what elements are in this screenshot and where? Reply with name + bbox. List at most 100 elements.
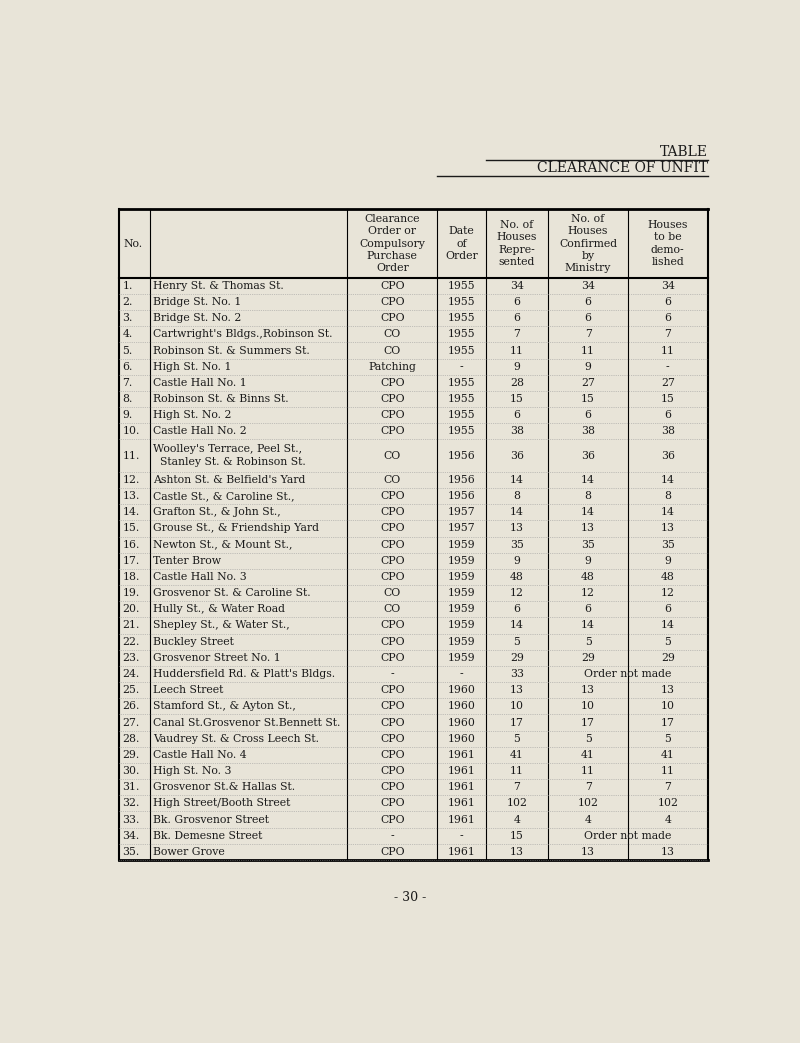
Text: 14: 14 bbox=[581, 507, 595, 517]
Text: 1956: 1956 bbox=[448, 451, 475, 461]
Text: Huddersfield Rd. & Platt's Bldgs.: Huddersfield Rd. & Platt's Bldgs. bbox=[153, 669, 335, 679]
Text: 29.: 29. bbox=[122, 750, 139, 760]
Text: Grosvenor Street No. 1: Grosvenor Street No. 1 bbox=[153, 653, 281, 663]
Text: 1959: 1959 bbox=[448, 539, 475, 550]
Text: CPO: CPO bbox=[380, 313, 405, 323]
Text: Bridge St. No. 2: Bridge St. No. 2 bbox=[153, 313, 242, 323]
Text: 11: 11 bbox=[581, 345, 595, 356]
Text: 35: 35 bbox=[510, 539, 524, 550]
Text: 1.: 1. bbox=[122, 281, 133, 291]
Text: 12: 12 bbox=[581, 588, 595, 598]
Text: 4: 4 bbox=[585, 815, 591, 825]
Text: Bk. Grosvenor Street: Bk. Grosvenor Street bbox=[153, 815, 269, 825]
Text: Tenter Brow: Tenter Brow bbox=[153, 556, 221, 565]
Text: -: - bbox=[666, 362, 670, 371]
Text: 30.: 30. bbox=[122, 766, 140, 776]
Text: Houses
to be
demo-
lished: Houses to be demo- lished bbox=[647, 220, 688, 267]
Text: 102: 102 bbox=[578, 798, 598, 808]
Text: 1959: 1959 bbox=[448, 572, 475, 582]
Text: 8.: 8. bbox=[122, 394, 133, 404]
Text: 17: 17 bbox=[581, 718, 595, 728]
Text: 41: 41 bbox=[581, 750, 595, 760]
Text: 12.: 12. bbox=[122, 475, 140, 485]
Text: 38: 38 bbox=[510, 427, 524, 436]
Text: 1959: 1959 bbox=[448, 621, 475, 630]
Text: 19.: 19. bbox=[122, 588, 139, 598]
Text: 4: 4 bbox=[664, 815, 671, 825]
Text: 4.: 4. bbox=[122, 330, 133, 339]
Text: High St. No. 1: High St. No. 1 bbox=[153, 362, 231, 371]
Text: Shepley St., & Water St.,: Shepley St., & Water St., bbox=[153, 621, 290, 630]
Text: 28.: 28. bbox=[122, 733, 140, 744]
Text: 14: 14 bbox=[661, 621, 674, 630]
Text: Grosvenor St.& Hallas St.: Grosvenor St.& Hallas St. bbox=[153, 782, 295, 793]
Text: 1957: 1957 bbox=[448, 507, 475, 517]
Text: 14: 14 bbox=[581, 475, 595, 485]
Text: -: - bbox=[460, 830, 463, 841]
Text: - 30 -: - 30 - bbox=[394, 892, 426, 904]
Text: 15: 15 bbox=[510, 830, 524, 841]
Text: High St. No. 3: High St. No. 3 bbox=[153, 766, 231, 776]
Text: CO: CO bbox=[384, 604, 401, 614]
Text: CPO: CPO bbox=[380, 394, 405, 404]
Text: 9: 9 bbox=[585, 556, 591, 565]
Text: CPO: CPO bbox=[380, 685, 405, 696]
Text: 34.: 34. bbox=[122, 830, 139, 841]
Text: 13: 13 bbox=[510, 524, 524, 533]
Text: 48: 48 bbox=[661, 572, 674, 582]
Text: 7: 7 bbox=[585, 782, 591, 793]
Text: 35: 35 bbox=[581, 539, 595, 550]
Text: Newton St., & Mount St.,: Newton St., & Mount St., bbox=[153, 539, 292, 550]
Text: 1955: 1955 bbox=[448, 330, 475, 339]
Text: 11: 11 bbox=[661, 766, 674, 776]
Text: CPO: CPO bbox=[380, 718, 405, 728]
Text: 7: 7 bbox=[514, 782, 521, 793]
Text: No.: No. bbox=[123, 239, 142, 248]
Text: 6: 6 bbox=[514, 604, 521, 614]
Text: 7: 7 bbox=[585, 330, 591, 339]
Text: 7: 7 bbox=[664, 330, 671, 339]
Text: CPO: CPO bbox=[380, 524, 405, 533]
Text: 5.: 5. bbox=[122, 345, 133, 356]
Text: 28: 28 bbox=[510, 378, 524, 388]
Text: 17.: 17. bbox=[122, 556, 139, 565]
Text: 26.: 26. bbox=[122, 701, 140, 711]
Text: 5: 5 bbox=[585, 733, 591, 744]
Text: No. of
Houses
Repre-
sented: No. of Houses Repre- sented bbox=[497, 220, 538, 267]
Text: 23.: 23. bbox=[122, 653, 140, 663]
Text: -: - bbox=[460, 669, 463, 679]
Text: CPO: CPO bbox=[380, 281, 405, 291]
Text: CO: CO bbox=[384, 345, 401, 356]
Text: 41: 41 bbox=[661, 750, 674, 760]
Text: CPO: CPO bbox=[380, 621, 405, 630]
Text: 6: 6 bbox=[585, 313, 591, 323]
Text: Grouse St., & Friendship Yard: Grouse St., & Friendship Yard bbox=[153, 524, 319, 533]
Text: CPO: CPO bbox=[380, 427, 405, 436]
Text: 1955: 1955 bbox=[448, 378, 475, 388]
Text: 29: 29 bbox=[510, 653, 524, 663]
Text: 9: 9 bbox=[585, 362, 591, 371]
Text: CPO: CPO bbox=[380, 539, 405, 550]
Text: 1955: 1955 bbox=[448, 313, 475, 323]
Text: Date
of
Order: Date of Order bbox=[446, 226, 478, 261]
Text: -: - bbox=[390, 830, 394, 841]
Text: 3.: 3. bbox=[122, 313, 133, 323]
Text: 25.: 25. bbox=[122, 685, 139, 696]
Text: 14: 14 bbox=[510, 507, 524, 517]
Text: 6: 6 bbox=[585, 297, 591, 307]
Text: Grafton St., & John St.,: Grafton St., & John St., bbox=[153, 507, 281, 517]
Text: Canal St.Grosvenor St.Bennett St.: Canal St.Grosvenor St.Bennett St. bbox=[153, 718, 340, 728]
Text: CO: CO bbox=[384, 451, 401, 461]
Text: Clearance
Order or
Compulsory
Purchase
Order: Clearance Order or Compulsory Purchase O… bbox=[359, 214, 426, 273]
Text: 2.: 2. bbox=[122, 297, 133, 307]
Text: 13: 13 bbox=[661, 524, 674, 533]
Text: 1960: 1960 bbox=[448, 718, 475, 728]
Text: 1961: 1961 bbox=[448, 798, 475, 808]
Text: Bk. Demesne Street: Bk. Demesne Street bbox=[153, 830, 262, 841]
Text: 102: 102 bbox=[506, 798, 527, 808]
Text: 6: 6 bbox=[514, 297, 521, 307]
Text: 24.: 24. bbox=[122, 669, 139, 679]
Text: CPO: CPO bbox=[380, 701, 405, 711]
Text: Robinson St. & Binns St.: Robinson St. & Binns St. bbox=[153, 394, 289, 404]
Text: 6: 6 bbox=[664, 313, 671, 323]
